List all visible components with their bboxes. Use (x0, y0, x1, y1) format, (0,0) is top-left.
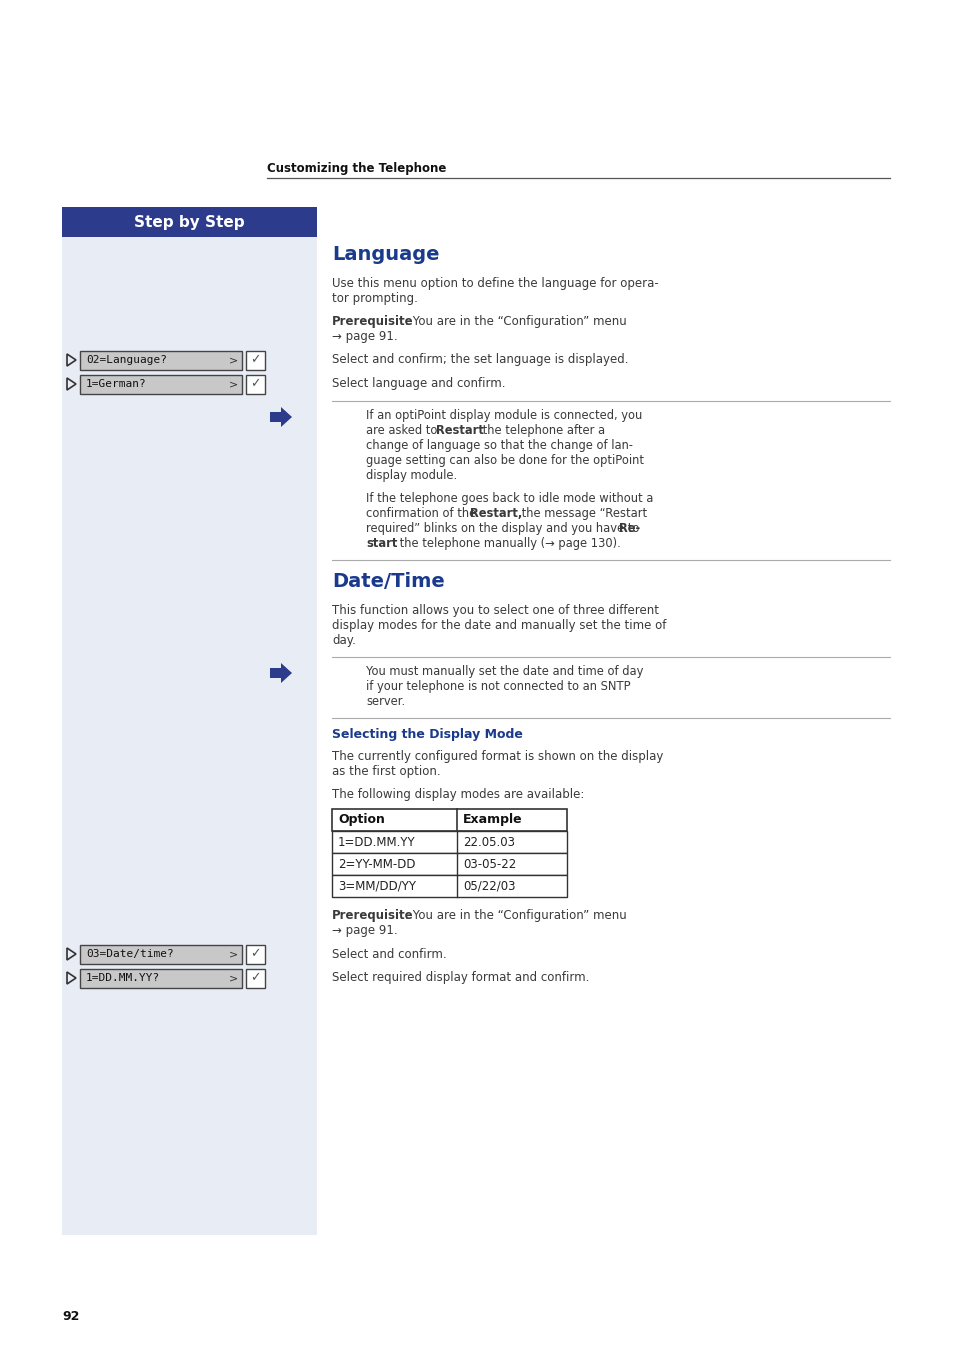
Bar (62, 209, 316, 1235)
Text: >: > (229, 355, 238, 365)
Text: change of language so that the change of lan-: change of language so that the change of… (366, 439, 633, 453)
Text: ✓: ✓ (250, 971, 260, 985)
Text: → page 91.: → page 91. (332, 924, 397, 938)
Text: the message “Restart: the message “Restart (517, 507, 646, 520)
Text: Re-: Re- (618, 521, 639, 535)
Text: You must manually set the date and time of day: You must manually set the date and time … (366, 665, 642, 678)
Text: Step by Step: Step by Step (134, 215, 245, 230)
Bar (332, 852, 566, 875)
Bar (246, 944, 265, 963)
Text: >: > (229, 380, 238, 389)
Text: server.: server. (366, 694, 405, 708)
Text: required” blinks on the display and you have to: required” blinks on the display and you … (366, 521, 642, 535)
Text: Select language and confirm.: Select language and confirm. (332, 377, 505, 390)
Text: guage setting can also be done for the optiPoint: guage setting can also be done for the o… (366, 454, 643, 467)
Text: The following display modes are available:: The following display modes are availabl… (332, 788, 584, 801)
Text: Customizing the Telephone: Customizing the Telephone (267, 162, 446, 176)
Polygon shape (270, 407, 292, 427)
Text: 03=Date/time?: 03=Date/time? (86, 948, 173, 959)
Text: Prerequisite: Prerequisite (332, 909, 414, 921)
Text: Restart: Restart (436, 424, 483, 436)
Text: 22.05.03: 22.05.03 (462, 835, 515, 848)
Text: → page 91.: → page 91. (332, 330, 397, 343)
Text: the telephone after a: the telephone after a (478, 424, 604, 436)
Text: Date/Time: Date/Time (332, 571, 444, 590)
Text: Language: Language (332, 245, 439, 263)
Text: display module.: display module. (366, 469, 456, 482)
Text: as the first option.: as the first option. (332, 765, 440, 778)
Text: ✓: ✓ (250, 947, 260, 961)
Bar (246, 969, 265, 988)
Polygon shape (270, 663, 292, 684)
Bar (80, 350, 242, 370)
Bar (332, 831, 566, 852)
Text: This function allows you to select one of three different: This function allows you to select one o… (332, 604, 659, 617)
Text: Example: Example (462, 813, 522, 827)
Text: start: start (366, 536, 397, 550)
Text: The currently configured format is shown on the display: The currently configured format is shown… (332, 750, 662, 763)
Text: day.: day. (332, 634, 355, 647)
Text: confirmation of the: confirmation of the (366, 507, 479, 520)
Text: Select required display format and confirm.: Select required display format and confi… (332, 971, 589, 985)
Text: Prerequisite: Prerequisite (332, 315, 414, 328)
Text: ✓: ✓ (250, 354, 260, 366)
Bar (80, 969, 242, 988)
Bar (246, 350, 265, 370)
Bar (246, 374, 265, 393)
Bar (80, 374, 242, 393)
Bar (332, 875, 566, 897)
Text: If the telephone goes back to idle mode without a: If the telephone goes back to idle mode … (366, 492, 653, 505)
Text: tor prompting.: tor prompting. (332, 292, 417, 305)
Text: >: > (229, 948, 238, 959)
Text: 1=DD.MM.YY?: 1=DD.MM.YY? (86, 973, 160, 984)
Bar (62, 207, 316, 236)
Text: 92: 92 (62, 1310, 79, 1323)
Text: Option: Option (337, 813, 384, 827)
Text: : You are in the “Configuration” menu: : You are in the “Configuration” menu (405, 315, 626, 328)
Text: the telephone manually (→ page 130).: the telephone manually (→ page 130). (395, 536, 620, 550)
Text: 05/22/03: 05/22/03 (462, 880, 515, 893)
Text: Select and confirm; the set language is displayed.: Select and confirm; the set language is … (332, 354, 628, 366)
Text: 03-05-22: 03-05-22 (462, 858, 516, 870)
Text: 3=MM/DD/YY: 3=MM/DD/YY (337, 880, 416, 893)
Text: Selecting the Display Mode: Selecting the Display Mode (332, 728, 522, 740)
Text: >: > (229, 973, 238, 984)
Text: Select and confirm.: Select and confirm. (332, 947, 446, 961)
Text: 1=German?: 1=German? (86, 380, 147, 389)
Text: 2=YY-MM-DD: 2=YY-MM-DD (337, 858, 416, 870)
Text: ✓: ✓ (250, 377, 260, 390)
Text: If an optiPoint display module is connected, you: If an optiPoint display module is connec… (366, 409, 641, 422)
Text: Use this menu option to define the language for opera-: Use this menu option to define the langu… (332, 277, 659, 290)
Text: 02=Language?: 02=Language? (86, 355, 167, 365)
Text: Restart,: Restart, (470, 507, 521, 520)
Bar (332, 809, 566, 831)
Text: : You are in the “Configuration” menu: : You are in the “Configuration” menu (405, 909, 626, 921)
Text: if your telephone is not connected to an SNTP: if your telephone is not connected to an… (366, 680, 630, 693)
Bar (80, 944, 242, 963)
Text: are asked to: are asked to (366, 424, 440, 436)
Text: 1=DD.MM.YY: 1=DD.MM.YY (337, 835, 416, 848)
Text: display modes for the date and manually set the time of: display modes for the date and manually … (332, 619, 666, 632)
